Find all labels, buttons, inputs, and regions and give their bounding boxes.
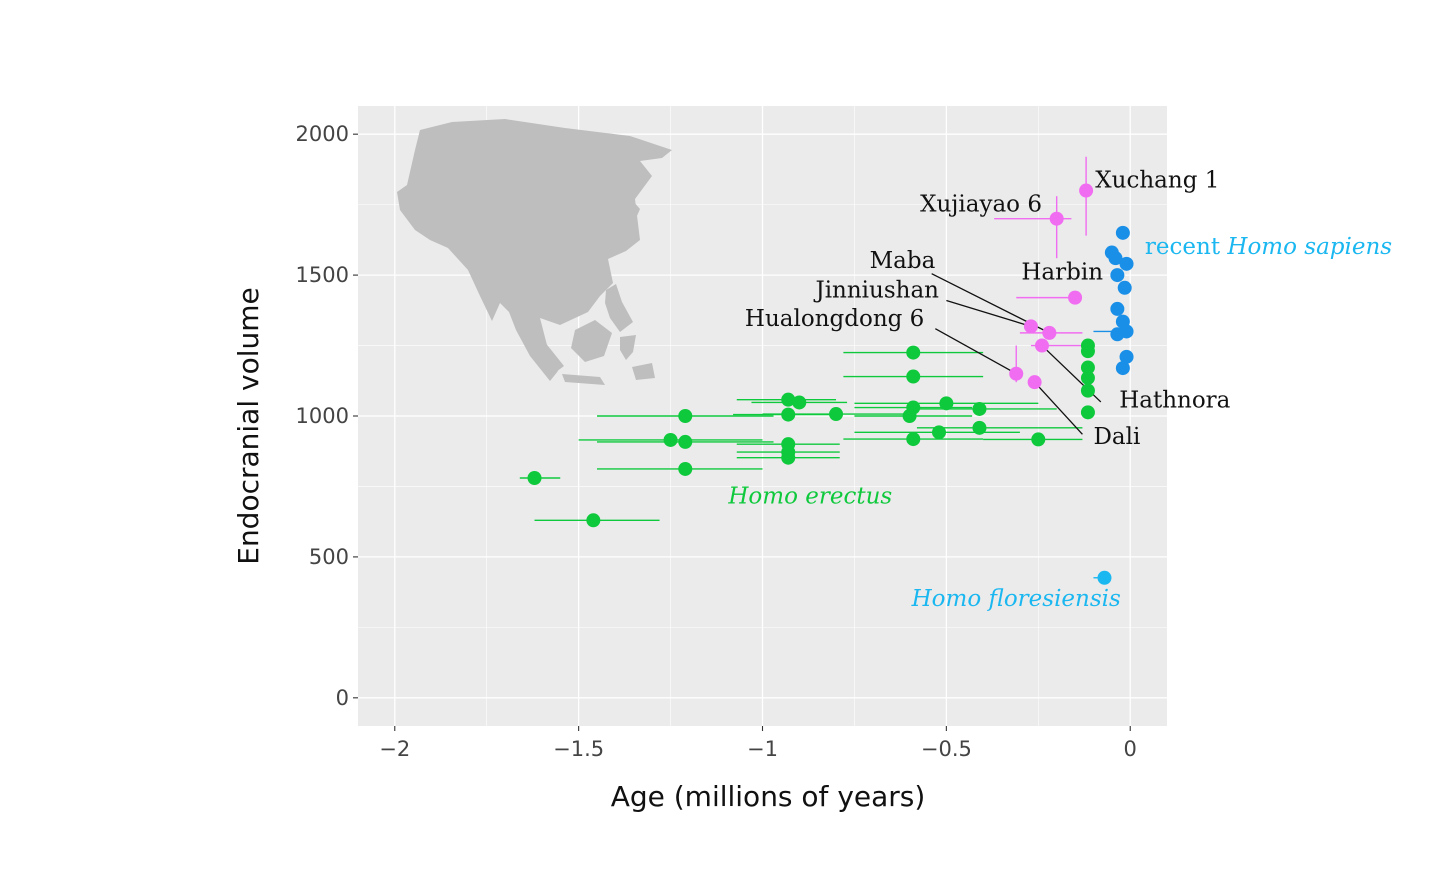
group-label: recent Homo sapiens	[1145, 234, 1392, 260]
x-tick-label: 0	[1124, 737, 1137, 761]
data-point	[1080, 360, 1095, 375]
data-point	[906, 369, 921, 384]
label-leader-line	[946, 299, 1032, 328]
point-label: Harbin	[1021, 259, 1103, 285]
data-point	[678, 434, 693, 449]
map-island-borneo	[571, 320, 612, 362]
data-point	[1042, 325, 1057, 340]
map-island-sulawesi	[620, 335, 636, 360]
y-tick-label: 1500	[296, 263, 349, 287]
data-point	[781, 450, 796, 465]
y-tick-label: 1000	[296, 404, 349, 428]
map-island-java	[562, 374, 605, 385]
data-point	[1034, 338, 1049, 353]
x-tick-label: −2	[379, 737, 410, 761]
data-point	[1080, 405, 1095, 420]
data-point	[906, 432, 921, 447]
data-point	[678, 461, 693, 476]
x-tick-label: −1	[747, 737, 778, 761]
data-point	[1115, 361, 1130, 376]
data-point	[1027, 375, 1042, 390]
data-point	[906, 345, 921, 360]
label-leader-line	[1034, 381, 1083, 435]
point-label: Xujiayao 6	[920, 192, 1042, 218]
map-island-sumatra	[525, 330, 564, 372]
data-point	[1115, 225, 1130, 240]
data-point	[1080, 370, 1095, 385]
label-leader-line	[935, 328, 1017, 375]
data-point	[1031, 432, 1046, 447]
data-point	[1009, 366, 1024, 381]
data-point	[1110, 268, 1125, 283]
x-tick-label: −1.5	[553, 737, 604, 761]
group-label: Homo floresiensis	[911, 586, 1121, 612]
data-point	[1023, 319, 1038, 334]
axes: −2 −1.5 −1 −0.5 0 0 500 1000 1500 2000 Age (mill…	[232, 122, 1137, 813]
data-point	[972, 420, 987, 435]
data-point	[972, 401, 987, 416]
y-axis-title: Endocranial volume	[232, 287, 265, 565]
y-axis-ticks: 0 500 1000 1500 2000	[296, 122, 358, 710]
inset-map-east-asia	[397, 119, 672, 385]
data-point	[932, 425, 947, 440]
x-axis-ticks: −2 −1.5 −1 −0.5 0	[379, 726, 1137, 761]
data-point	[1080, 344, 1095, 359]
data-point	[586, 513, 601, 528]
y-tick-label: 500	[309, 545, 349, 569]
data-point	[1080, 383, 1095, 398]
map-island-philippines	[605, 284, 633, 332]
map-island-new-guinea	[632, 363, 655, 380]
data-point	[678, 409, 693, 423]
data-point	[1079, 183, 1094, 198]
point-label: Hathnora	[1119, 388, 1230, 414]
data-point	[781, 392, 796, 407]
data-point	[792, 395, 807, 410]
data-point	[1110, 301, 1125, 316]
y-tick-label: 0	[336, 686, 349, 710]
data-point	[1110, 327, 1125, 342]
data-point	[1117, 280, 1132, 295]
x-axis-title: Age (millions of years)	[611, 780, 926, 813]
point-label: Jinniushan	[813, 278, 939, 304]
y-tick-label: 2000	[296, 122, 349, 146]
map-island-japan	[610, 201, 640, 240]
data-point	[902, 409, 917, 423]
data-point	[663, 432, 678, 447]
point-label: Maba	[870, 248, 936, 274]
group-label: Homo erectus	[727, 483, 892, 509]
map-landmass	[397, 119, 672, 381]
map-island-taiwan	[596, 266, 602, 282]
data-point	[527, 471, 542, 485]
data-point	[1049, 211, 1064, 226]
point-label: Xuchang 1	[1095, 168, 1219, 194]
data-point	[1119, 256, 1134, 271]
data-point	[829, 407, 844, 422]
point-label: Dali	[1093, 424, 1140, 450]
data-point	[939, 396, 954, 411]
data-point	[1119, 349, 1134, 364]
data-point	[1108, 251, 1123, 266]
data-point	[781, 407, 796, 422]
data-points	[527, 183, 1134, 585]
point-label: Hualongdong 6	[745, 306, 924, 332]
x-tick-label: −0.5	[921, 737, 972, 761]
data-point	[1097, 570, 1112, 585]
data-point	[1068, 290, 1083, 305]
